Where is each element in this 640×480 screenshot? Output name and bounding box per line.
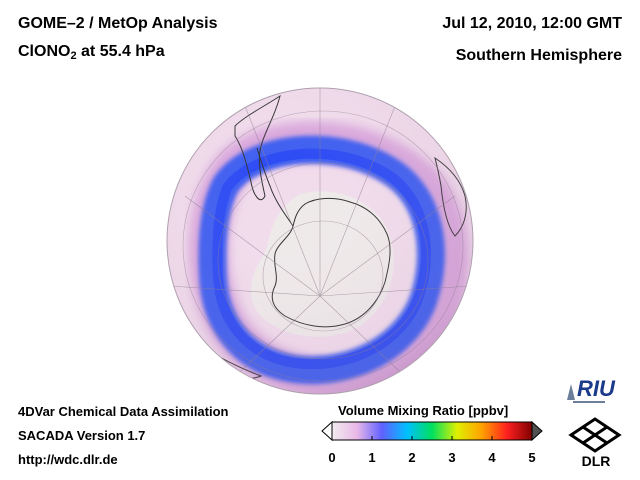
species-level: at 55.4 hPa [76, 43, 165, 60]
globe-shading [167, 88, 473, 394]
colorbar-tick-label-1: 1 [368, 450, 376, 465]
colorbar-tick-label-0: 0 [328, 450, 336, 465]
colorbar-title: Volume Mixing Ratio [ppbv] [338, 403, 509, 418]
colorbar-ramp [331, 421, 533, 441]
riu-logo: RIU [567, 376, 616, 403]
colorbar [321, 420, 543, 442]
colorbar-tick-label-5: 5 [528, 450, 536, 465]
colorbar-tick-label-4: 4 [488, 450, 496, 465]
globe-map [166, 87, 474, 395]
species-prefix: ClONO [18, 43, 71, 60]
dlr-logo-text: DLR [582, 453, 611, 469]
dlr-logo: DLR [568, 417, 622, 469]
footer-version: SACADA Version 1.7 [18, 428, 146, 443]
colorbar-high-arrow [531, 420, 543, 442]
hemisphere-label: Southern Hemisphere [455, 47, 622, 64]
colorbar-tick-marks [331, 436, 533, 440]
colorbar-tick-label-3: 3 [448, 450, 456, 465]
footer-assimilation: 4DVar Chemical Data Assimilation [18, 404, 229, 419]
footer-url[interactable]: http://wdc.dlr.de [18, 452, 118, 467]
globe-outline [166, 87, 474, 395]
riu-logo-text: RIU [577, 376, 616, 401]
colorbar-tick-label-2: 2 [408, 450, 416, 465]
colorbar-low-arrow [321, 420, 333, 442]
map-title: GOME–2 / MetOp Analysis [18, 15, 218, 32]
datetime-label: Jul 12, 2010, 12:00 GMT [442, 15, 622, 32]
species-subscript: 2 [70, 50, 77, 62]
species-label: ClONO2 at 55.4 hPa [18, 43, 165, 62]
